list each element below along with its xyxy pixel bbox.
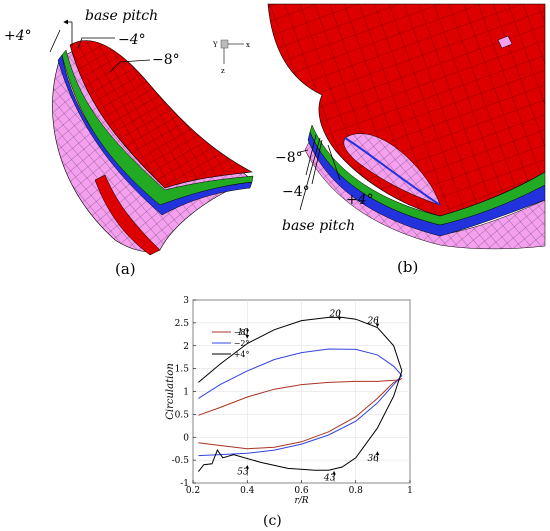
series-1-upper-line [198,348,403,399]
x-tick-label: 0.8 [349,486,364,496]
caption-c: (c) [263,513,282,529]
label-minus8-b: −8° [275,150,303,166]
x-axis-label: r/R [294,496,308,506]
annotations: 20 26 10 36 53 43 [237,309,380,484]
panel-c-chart: 0.2 0.4 0.6 0.8 1 -1 -0.5 0 0.5 1 1.5 2 2.5 3 20 26 10… [165,296,413,506]
annotation-label: 53 [237,468,249,478]
axis-triad: x Y z [212,39,250,75]
annotation-label: 43 [323,474,336,484]
blade-render-b [267,3,546,250]
y-tick-label: 2 [183,342,189,352]
label-base-pitch-b: base pitch [282,218,355,234]
legend-label: −8° [234,328,250,337]
annotation-label: 36 [367,454,379,464]
series-0-upper-line [198,378,403,416]
label-plus4-b: +4° [346,192,374,208]
label-base-pitch-a: base pitch [85,8,158,24]
label-plus4-a: +4° [4,28,32,44]
caption-a: (a) [115,260,136,278]
x-ticks: 0.2 0.4 0.6 0.8 1 [186,480,413,496]
annotation-label: 20 [328,310,341,320]
caption-b: (b) [397,258,418,276]
axis-x-label: x [246,41,250,49]
series-group [198,316,403,472]
y-tick-label: 1.5 [175,365,190,375]
series-0-lower-line [198,378,403,450]
grid [192,299,411,484]
annotation-label: 26 [366,317,379,327]
y-tick-label: 0 [183,433,189,443]
panel-a: base pitch +4° −4° −8° x Y z (a) [4,8,254,278]
series-2-upper-line [198,316,403,383]
blade-render-a [52,40,254,256]
annotation-label: 10 [237,328,249,338]
y-tick-label: -1 [180,479,189,489]
arrow-minus4-a [77,37,115,49]
arrow-plus4-a [49,29,61,53]
x-tick-label: 0.6 [294,486,309,496]
y-tick-label: 2.5 [175,319,190,329]
y-tick-label: 1 [183,388,189,398]
x-tick-label: 1 [407,486,413,496]
x-tick-label: 0.4 [240,486,255,496]
label-minus8-a: −8° [152,52,180,68]
y-ticks: -1 -0.5 0 0.5 1 1.5 2 2.5 3 [172,296,196,489]
legend: −8° −2° +4° [211,328,250,359]
legend-label: +4° [234,350,250,359]
series-2-lower-line [198,370,403,472]
y-tick-label: 3 [183,296,189,306]
axis-y-label: Y [212,41,218,49]
y-tick-label: 0.5 [175,410,190,420]
arrow-minus8-a [109,59,151,73]
legend-label: −2° [234,339,250,348]
axis-z-label: z [221,67,225,75]
label-minus4-b: −4° [282,184,310,200]
x-tick-label: 0.2 [186,486,200,496]
y-tick-label: -0.5 [172,456,190,466]
label-minus4-a: −4° [118,32,146,48]
panel-b: −8° −4° +4° base pitch (b) [267,3,546,276]
y-axis-label: Circulation [165,363,176,420]
series-1-lower-line [198,375,403,457]
